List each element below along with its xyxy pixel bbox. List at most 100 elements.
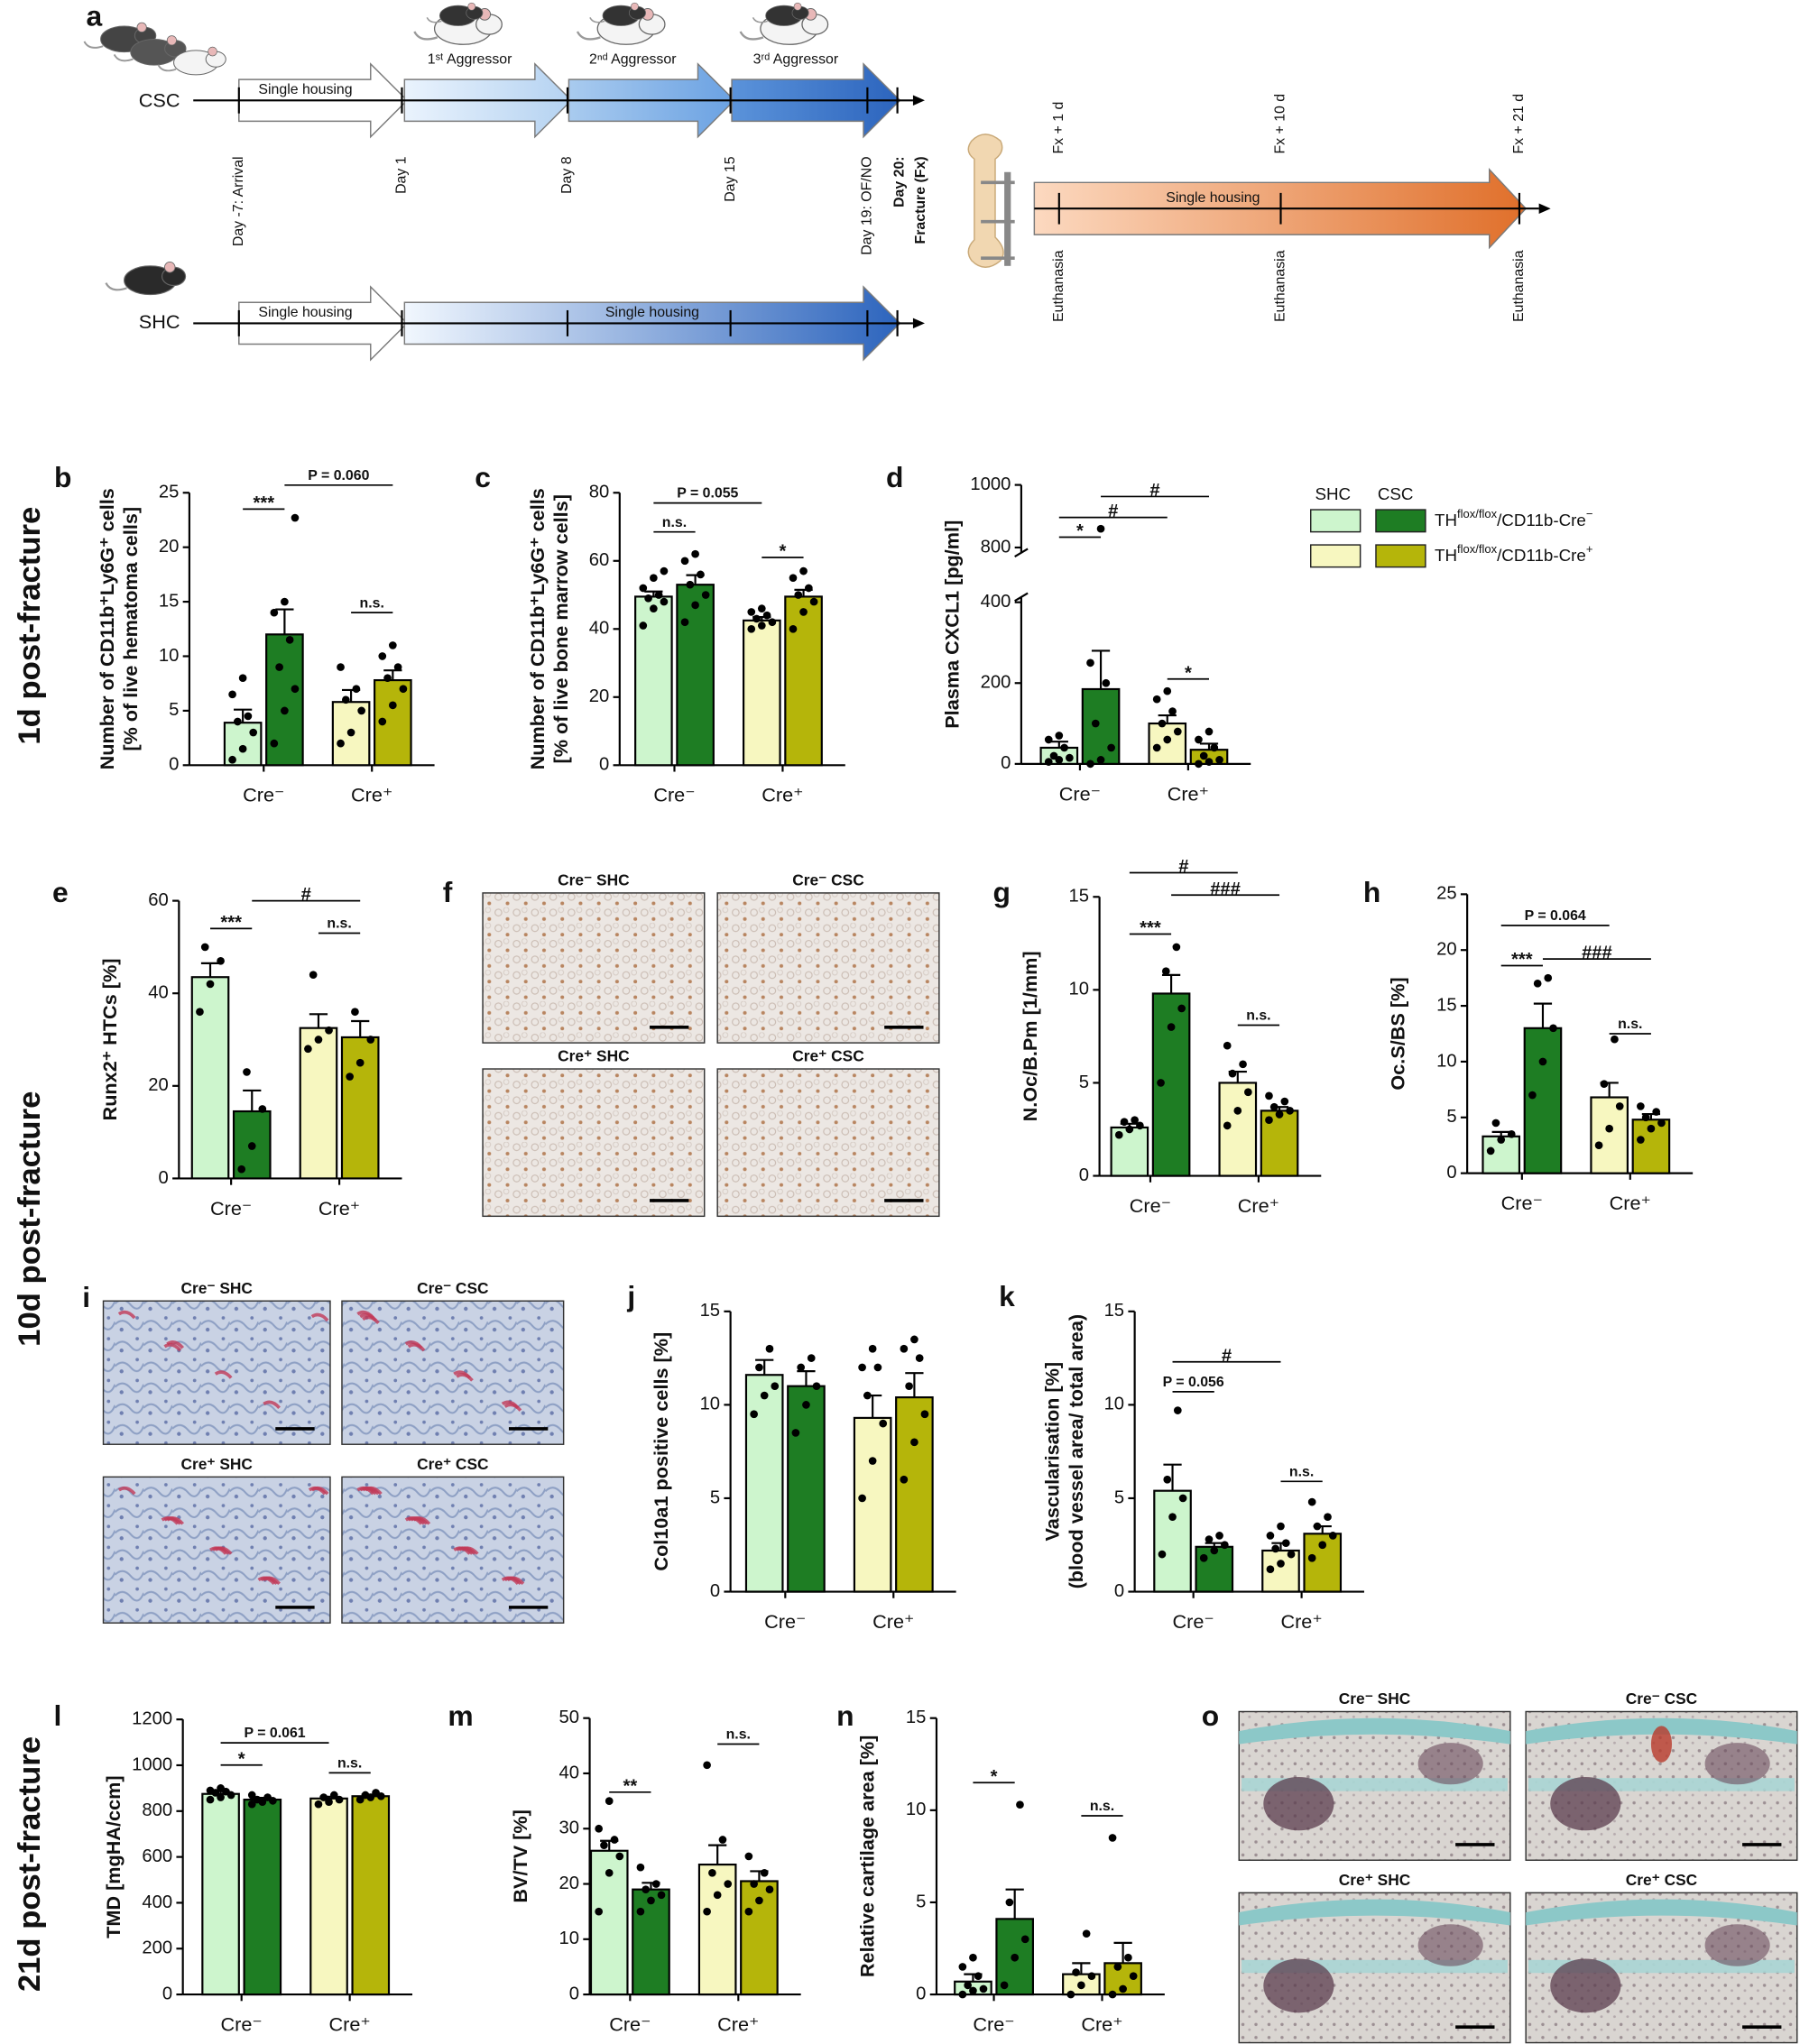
data-point (249, 728, 258, 737)
significance-label: # (1149, 481, 1159, 501)
data-point (1107, 743, 1115, 752)
data-point (1528, 1091, 1537, 1100)
data-point (1168, 707, 1177, 715)
stain (257, 1576, 276, 1586)
panel-letter: k (999, 1280, 1015, 1312)
significance-label: n.s. (726, 1727, 751, 1743)
data-point (873, 1363, 882, 1372)
label: 1ˢᵗ Aggressor (428, 52, 512, 68)
data-point (1163, 1475, 1172, 1484)
stain (456, 1373, 474, 1382)
data-point (1318, 1541, 1327, 1550)
data-point (1215, 756, 1223, 764)
data-point (595, 1907, 604, 1916)
data-point (636, 1907, 645, 1916)
data-point (1223, 1041, 1232, 1050)
data-point (610, 1836, 619, 1844)
data-point (1205, 1535, 1214, 1543)
legend-label-part: + (1586, 542, 1593, 556)
mouse-ear (631, 2, 639, 11)
panel-letter: c (475, 461, 491, 493)
marrow (1550, 1776, 1621, 1831)
bar (744, 1374, 784, 1593)
mouse-icon (157, 46, 226, 76)
y-tick-label: 600 (142, 1846, 172, 1866)
legend-label-part: /CD11b-Cre (1497, 546, 1586, 565)
axis-break (1014, 592, 1029, 603)
data-point (1020, 1935, 1029, 1944)
x-tick-label: Cre⁺ (1280, 1610, 1322, 1633)
label: SHC (139, 310, 180, 333)
y-tick-label: 0 (1001, 753, 1011, 773)
label: 3ʳᵈ Aggressor (753, 52, 839, 68)
data-point (1102, 678, 1111, 687)
data-point (304, 1045, 312, 1054)
data-point (1113, 1963, 1122, 1971)
data-point (1244, 1088, 1252, 1097)
rotated-label: Col10a1 positive cells [%] (650, 1332, 672, 1571)
data-point (768, 618, 777, 627)
data-point (750, 1880, 758, 1888)
y-tick-label: 50 (558, 1708, 579, 1727)
data-point (270, 608, 279, 617)
data-point (1173, 1406, 1182, 1414)
stain (412, 1516, 431, 1525)
rotated-label: Runx2⁺ HTCs [%] (98, 959, 121, 1121)
x-tick-label: Cre⁺ (318, 1197, 360, 1220)
data-point (393, 663, 402, 671)
data-point (1163, 735, 1172, 744)
data-point (1044, 735, 1053, 744)
image-caption: Cre⁺ CSC (792, 1047, 864, 1065)
y-tick-label: 20 (159, 537, 179, 557)
significance-label: P = 0.056 (1163, 1375, 1224, 1390)
significance-label: * (779, 542, 786, 562)
data-point (1005, 1898, 1014, 1907)
data-point (1307, 1553, 1316, 1562)
rotated-label: [% of live hematoma cells] (119, 507, 142, 751)
y-tick-label: 0 (169, 755, 179, 775)
bar (190, 976, 230, 1180)
panel-letter: n (836, 1699, 854, 1732)
stain (209, 1546, 227, 1555)
y-tick-label: 1000 (132, 1754, 172, 1774)
data-point (680, 557, 689, 566)
bar (676, 584, 715, 767)
data-point (1307, 1497, 1316, 1506)
mouse-tail (157, 64, 177, 72)
data-point (1533, 980, 1542, 988)
data-point (1265, 1116, 1273, 1125)
data-point (1228, 1069, 1237, 1078)
data-point (1108, 1834, 1117, 1842)
x-tick-label: Cre⁺ (762, 784, 803, 806)
data-point (1077, 1981, 1085, 1990)
data-point (1328, 1532, 1337, 1540)
data-point (771, 1382, 780, 1391)
panel-letter: a (87, 0, 103, 32)
micrograph (716, 892, 940, 1044)
image-caption: Cre⁻ SHC (181, 1279, 254, 1297)
mouse-tail (589, 16, 605, 23)
data-point (969, 1953, 977, 1962)
data-point (314, 1800, 323, 1809)
data-point (329, 1791, 338, 1800)
significance-label: P = 0.055 (677, 486, 738, 502)
x-tick-label: Cre⁺ (1168, 782, 1209, 805)
data-point (1491, 1119, 1500, 1128)
data-point (335, 1795, 344, 1804)
callus (1526, 1899, 1797, 1926)
significance-label: * (238, 1749, 245, 1769)
y-tick-label: 800 (981, 537, 1011, 557)
data-point (1173, 727, 1182, 736)
mouse-ear (166, 35, 177, 46)
data-point (217, 1784, 225, 1792)
x-tick-label: Cre⁺ (1610, 1192, 1651, 1214)
data-point (650, 604, 658, 612)
rotated-label: Number of CD11b⁺Ly6G⁺ cells (526, 488, 549, 769)
y-tick-label: 200 (981, 673, 1011, 693)
x-tick-label: Cre⁺ (717, 2012, 759, 2035)
significance-label: ** (623, 1776, 637, 1796)
rotated-label: Day 20: (892, 156, 908, 207)
data-point (217, 1793, 225, 1801)
data-point (1277, 1522, 1285, 1531)
image-caption: Cre⁺ CSC (417, 1455, 489, 1473)
